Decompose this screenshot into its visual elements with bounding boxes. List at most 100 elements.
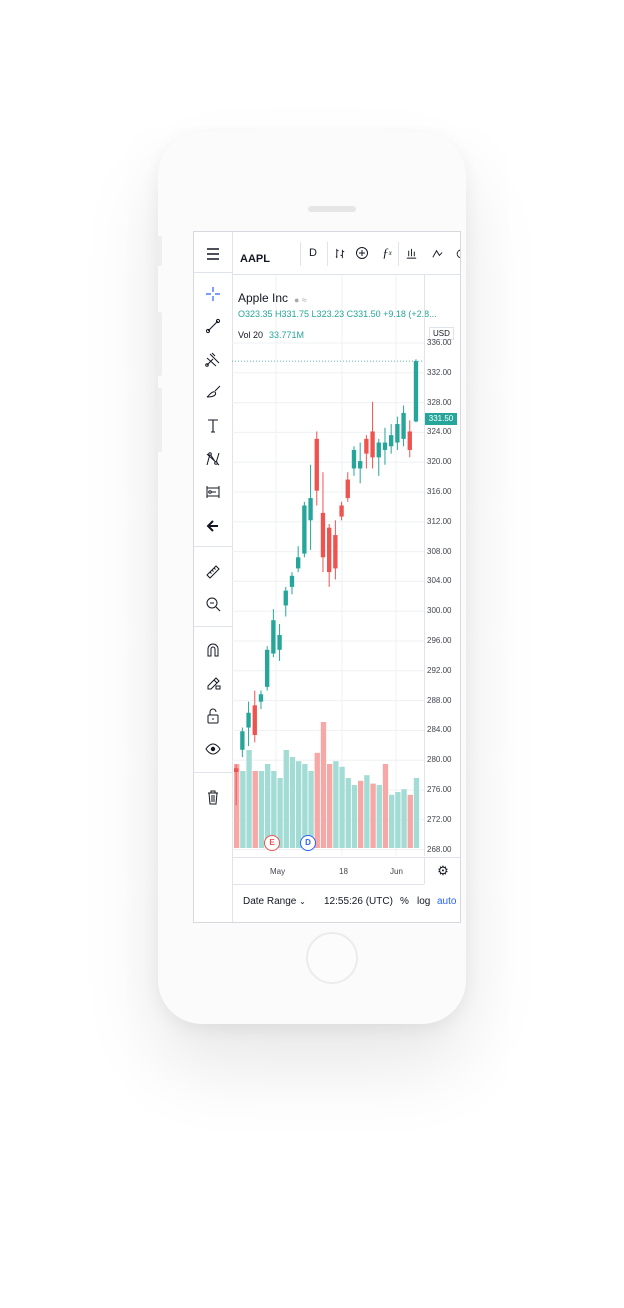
ohlc-values: O323.35 H331.75 L323.23 C331.50 +9.18 (+… (238, 309, 437, 319)
volume-value: 33.771M (269, 330, 305, 340)
pattern-icon[interactable] (194, 445, 232, 473)
candle-body (370, 431, 375, 458)
candle-body (271, 620, 276, 654)
legend-options-icon[interactable]: ● ≈ (294, 295, 307, 305)
volume-bar (370, 783, 376, 848)
log-scale-toggle[interactable]: log (417, 896, 431, 907)
symbol-search[interactable]: AAPL (240, 253, 270, 265)
time-label-may: May (270, 867, 286, 876)
price-tick-label: 328.00 (427, 397, 452, 407)
settings-gear-icon[interactable]: ⚙ (424, 857, 460, 884)
candlestick-chart (232, 275, 424, 856)
chart-pane[interactable]: Apple Inc ● ≈ O323.35 H331.75 L323.23 C3… (232, 275, 437, 856)
templates-icon[interactable] (398, 240, 424, 266)
crosshair-icon[interactable] (194, 280, 232, 308)
add-compare-icon[interactable] (349, 240, 375, 266)
candle-body (252, 705, 257, 735)
candle-body (302, 505, 307, 554)
volume-bar (395, 792, 401, 848)
menu-icon[interactable] (194, 240, 232, 268)
interval-button[interactable]: D (309, 247, 317, 259)
price-tick-label: 284.00 (427, 725, 452, 735)
pitchfork-icon[interactable] (194, 345, 232, 373)
prediction-icon[interactable] (194, 478, 232, 506)
candle-body (364, 438, 369, 454)
unlock-icon[interactable] (194, 702, 232, 730)
toolbar-divider (194, 272, 232, 273)
candle-body (240, 731, 245, 750)
bar-type-icon[interactable] (327, 240, 353, 266)
price-tick-label: 288.00 (427, 695, 452, 705)
replay-icon[interactable] (448, 240, 460, 266)
volume-bar (234, 764, 240, 848)
volume-down-button (156, 388, 162, 452)
volume-bar (283, 750, 289, 848)
currency-label[interactable]: USD (429, 327, 454, 340)
mute-switch (156, 236, 162, 266)
date-range-button[interactable]: Date Range ⌄ (243, 896, 306, 907)
price-tick-label: 308.00 (427, 546, 452, 556)
candle-body (382, 442, 388, 450)
candle-body (401, 412, 406, 439)
header-divider (300, 242, 301, 266)
candle-body (320, 512, 326, 558)
candle-body (246, 712, 251, 728)
auto-scale-toggle[interactable]: auto (437, 896, 457, 907)
speaker (308, 206, 356, 212)
candle-body (308, 498, 313, 521)
price-tick-label: 316.00 (427, 487, 452, 496)
timezone-clock[interactable]: 12:55:26 (UTC) (324, 896, 393, 907)
lock-drawing-icon[interactable] (194, 669, 232, 697)
volume-bar (289, 757, 296, 848)
volume-bar (364, 775, 370, 848)
volume-bar (302, 764, 308, 848)
ruler-icon[interactable] (194, 558, 232, 586)
price-tick-label: 268.00 (427, 844, 452, 854)
home-button[interactable] (306, 932, 358, 984)
candle-body (327, 527, 332, 573)
candle-body (296, 557, 301, 569)
candle-body (376, 442, 381, 458)
trash-icon[interactable] (194, 783, 232, 811)
date-range-label: Date Range (243, 896, 297, 907)
zoom-out-icon[interactable] (194, 590, 232, 618)
candle-body (289, 575, 295, 587)
volume-bar (358, 780, 364, 848)
time-axis[interactable]: May 18 Jun (232, 857, 424, 885)
alert-icon[interactable] (424, 240, 450, 266)
eye-icon[interactable] (194, 735, 232, 763)
price-tick-label: 276.00 (427, 785, 452, 794)
header-divider (327, 242, 328, 266)
candle-body (358, 461, 363, 469)
volume-bar (258, 771, 265, 848)
price-tick-label: 324.00 (427, 427, 452, 437)
price-tick-label: 296.00 (427, 636, 452, 645)
volume-bar (327, 764, 333, 848)
price-axis[interactable]: USD 331.50 336.00 332.00 328.00 324.00 320.0… (424, 275, 460, 856)
candle-body (395, 424, 400, 443)
candle-body (283, 590, 288, 606)
candle-body (265, 649, 270, 687)
volume-bar (339, 766, 345, 848)
trend-line-icon[interactable] (194, 312, 232, 340)
volume-bar (351, 785, 358, 848)
volume-up-button (156, 312, 162, 376)
brush-icon[interactable] (194, 378, 232, 406)
candle-body (277, 635, 282, 650)
text-icon[interactable] (194, 412, 232, 440)
volume-legend: Vol 20 33.771M (238, 330, 304, 340)
back-arrow-icon[interactable] (194, 512, 232, 540)
volume-bar (382, 764, 389, 848)
volume-bar (271, 771, 277, 848)
earnings-event-marker[interactable]: E (264, 835, 280, 851)
time-label-18: 18 (339, 867, 348, 876)
price-tick-label: 332.00 (427, 367, 452, 377)
magnet-icon[interactable] (194, 636, 232, 664)
bottom-toolbar: Date Range ⌄ 12:55:26 (UTC) % log auto (232, 884, 460, 922)
volume-bar (314, 752, 320, 848)
percent-scale-toggle[interactable]: % (400, 896, 409, 907)
candle-body (345, 479, 350, 499)
dividend-event-marker[interactable]: D (300, 835, 316, 851)
